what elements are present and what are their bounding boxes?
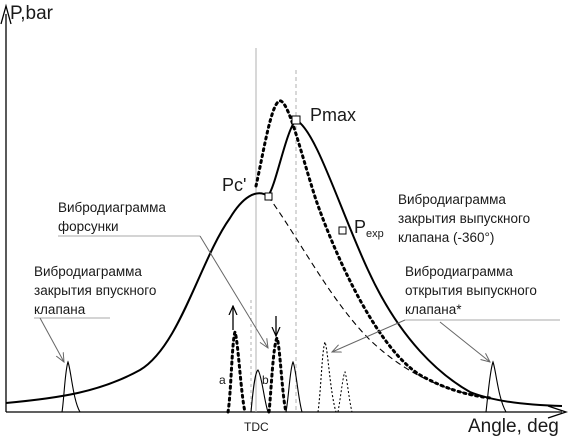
exhaust-open-small-peak bbox=[337, 370, 353, 413]
intake-close-vibration-peak bbox=[61, 360, 81, 413]
intake-close-leader-line bbox=[39, 317, 64, 362]
exhaust-open-annotation-line-2: открытия выпускного bbox=[405, 283, 537, 298]
combustion-pressure-curve bbox=[5, 118, 563, 407]
marker-a-label: a bbox=[219, 373, 226, 387]
x-axis-arrow bbox=[547, 405, 569, 419]
exhaust-close-annotation-line-2: закрытия выпускного bbox=[398, 211, 530, 226]
x-axis-label: Angle, deg bbox=[468, 416, 559, 437]
dotted-pressure-curve bbox=[254, 99, 492, 400]
exhaust-open-annotation-line-1: Вибродиаграмма bbox=[405, 264, 513, 279]
injector-vibration-peak-tdc bbox=[250, 369, 269, 413]
pexp-label: Pexp bbox=[354, 217, 384, 240]
y-axis-label: P,bar bbox=[10, 3, 54, 24]
injector-annotation-line-2: форсунки bbox=[58, 219, 119, 234]
tdc-label: TDC bbox=[244, 420, 269, 434]
exhaust-close-annotation-line-3: клапана (-360°) bbox=[398, 230, 494, 245]
pmax-vibration-peak bbox=[285, 360, 303, 413]
exhaust-close-vibration-peak bbox=[485, 360, 507, 413]
intake-close-annotation-line-2: закрытия впускного bbox=[34, 283, 156, 298]
injector-vibration-peak-b bbox=[267, 334, 288, 414]
pmax-point-marker bbox=[291, 115, 301, 125]
exhaust-open-leader-line bbox=[332, 319, 406, 352]
injector-vibration-peak-a bbox=[226, 327, 247, 414]
pexp-point-marker bbox=[338, 226, 347, 235]
pmax-label: Pmax bbox=[310, 105, 356, 125]
pexp-label-main: P bbox=[354, 217, 366, 237]
intake-close-annotation-line-1: Вибродиаграмма bbox=[34, 264, 142, 279]
injector-annotation: Вибродиаграмма форсунки bbox=[58, 200, 170, 234]
y-axis-arrow bbox=[0, 3, 12, 25]
exhaust-close-annotation-line-1: Вибродиаграмма bbox=[398, 192, 506, 207]
injector-leader-line bbox=[199, 235, 268, 348]
exhaust-open-annotation: Вибродиаграмма открытия выпускного клапа… bbox=[405, 264, 541, 317]
marker-b-label: b bbox=[262, 373, 269, 387]
pexp-label-sub: exp bbox=[366, 228, 384, 240]
intake-close-annotation: Вибродиаграмма закрытия впускного клапан… bbox=[34, 264, 160, 317]
exhaust-close-annotation: Вибродиаграмма закрытия выпускного клапа… bbox=[398, 192, 534, 245]
injector-annotation-line-1: Вибродиаграмма bbox=[58, 200, 166, 215]
pc-point-marker bbox=[264, 192, 273, 201]
exhaust-close-leader-line bbox=[439, 321, 490, 362]
exhaust-open-annotation-line-3: клапана* bbox=[405, 302, 462, 317]
intake-close-annotation-line-3: клапана bbox=[34, 302, 86, 317]
exhaust-open-vibration-peak bbox=[317, 340, 337, 413]
pc-label: Pc' bbox=[222, 175, 246, 195]
